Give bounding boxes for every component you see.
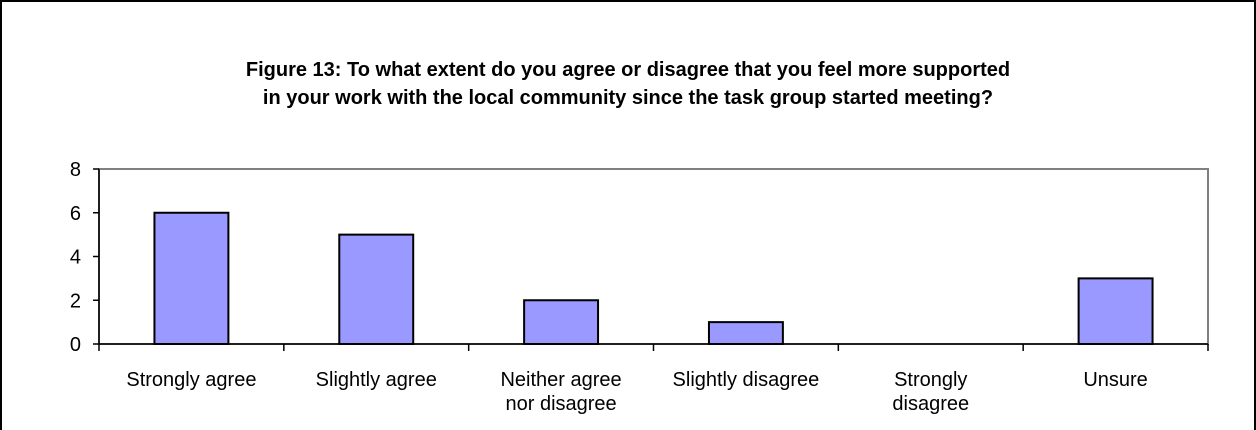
x-tick-label: Strongly disagree	[892, 369, 969, 415]
bar	[153, 211, 230, 345]
y-tick-label: 2	[70, 290, 81, 312]
x-tick-label: Unsure	[1083, 369, 1147, 391]
bar	[1077, 277, 1154, 345]
y-tick-label: 6	[70, 203, 81, 225]
y-tick-label: 8	[70, 159, 81, 181]
x-tick-label: Strongly agree	[126, 369, 256, 391]
bar	[707, 321, 784, 345]
bar	[523, 299, 600, 345]
y-tick-label: 4	[70, 247, 81, 269]
y-tick-label: 0	[70, 334, 81, 356]
bar	[338, 233, 415, 345]
plot-area-border	[98, 168, 1209, 345]
chart-title: Figure 13: To what extent do you agree o…	[245, 59, 1011, 109]
x-tick-label: Slightly disagree	[673, 369, 820, 391]
x-tick-label: Neither agree nor disagree	[500, 369, 621, 415]
x-tick-label: Slightly agree	[316, 369, 437, 391]
